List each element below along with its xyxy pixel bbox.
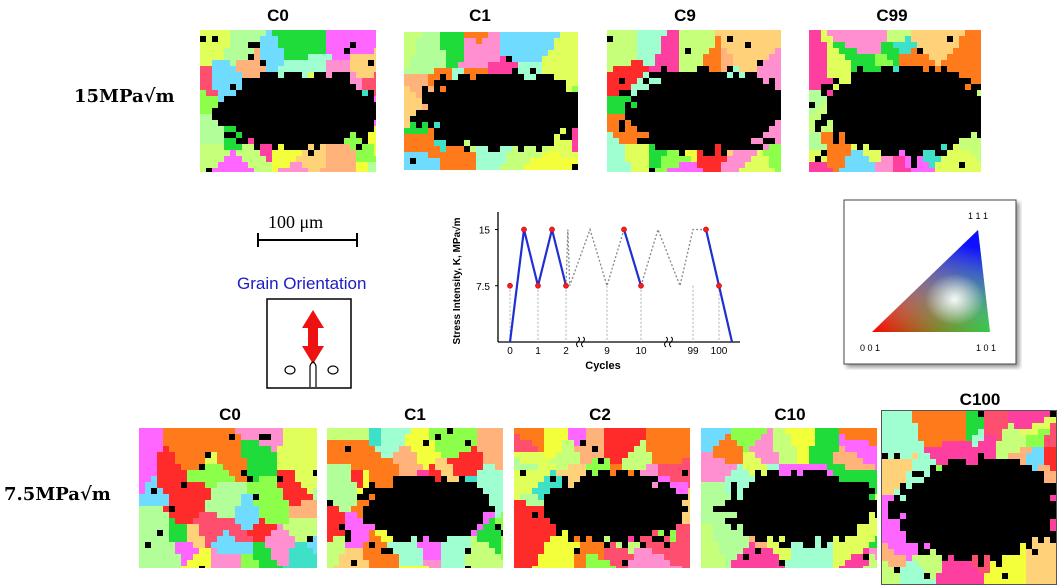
arrow-down-icon bbox=[302, 342, 324, 364]
break-mark bbox=[576, 336, 580, 348]
data-point bbox=[621, 226, 627, 233]
x-tick-label: 2 bbox=[563, 346, 569, 357]
bottom-panel-title-c0: C0 bbox=[219, 405, 241, 424]
top-panel-title-c1: C1 bbox=[469, 6, 491, 25]
bottom-row-label: 7.5MPa√m bbox=[4, 484, 111, 505]
y-tick-label: 15 bbox=[479, 226, 491, 237]
ipf-triangle-legend: 1 1 1 0 0 1 1 0 1 bbox=[843, 199, 1017, 365]
grain-map-top-c99 bbox=[809, 30, 981, 172]
specimen-schematic bbox=[266, 298, 352, 389]
data-point bbox=[521, 226, 527, 233]
scale-bar-label: 100 μm bbox=[268, 212, 324, 232]
ipf-label-111: 1 1 1 bbox=[968, 211, 988, 221]
grain-map-bottom-c100 bbox=[881, 410, 1057, 585]
grain-map-bottom-c10 bbox=[701, 428, 877, 568]
grain-map-bottom-c1 bbox=[327, 428, 503, 568]
top-panel-title-c99: C99 bbox=[876, 6, 908, 25]
grain-map-top-c1 bbox=[404, 32, 578, 170]
ipf-label-001: 0 0 1 bbox=[860, 343, 880, 353]
top-panel-title-c9: C9 bbox=[674, 6, 696, 25]
x-tick-label: 0 bbox=[507, 346, 513, 357]
bottom-panel-title-c2: C2 bbox=[589, 405, 611, 424]
x-tick-label: 99 bbox=[687, 346, 699, 357]
grain-map-top-c0 bbox=[200, 30, 376, 172]
x-tick-label: 1 bbox=[535, 346, 541, 357]
data-point bbox=[549, 226, 555, 233]
x-axis-label: Cycles bbox=[585, 360, 620, 372]
data-point bbox=[535, 282, 541, 289]
series-line-4 bbox=[640, 227, 706, 288]
data-point bbox=[638, 282, 644, 289]
series-line-3 bbox=[565, 227, 625, 288]
x-tick-label: 9 bbox=[604, 346, 610, 357]
break-mark bbox=[669, 336, 673, 348]
x-tick-label: 100 bbox=[711, 346, 728, 357]
grain-orientation-label: Grain Orientation bbox=[237, 274, 367, 293]
series-line-1 bbox=[622, 229, 643, 287]
x-tick-label: 10 bbox=[635, 346, 647, 357]
top-panel-title-c0: C0 bbox=[267, 6, 289, 25]
bottom-panel-title-c100: C100 bbox=[959, 390, 1001, 409]
data-point bbox=[507, 282, 513, 289]
arrow-up-icon bbox=[302, 310, 324, 342]
data-point bbox=[716, 282, 722, 289]
bottom-panel-title-c10: C10 bbox=[774, 405, 806, 424]
y-tick-label: 7.5 bbox=[476, 282, 490, 293]
grain-map-bottom-c2 bbox=[514, 428, 690, 568]
data-point bbox=[563, 282, 569, 289]
break-mark bbox=[581, 336, 585, 348]
grain-map-top-c9 bbox=[607, 30, 781, 172]
top-row-label: 15MPa√m bbox=[74, 86, 175, 107]
bottom-panel-title-c1: C1 bbox=[404, 405, 426, 424]
stress-intensity-chart: 15 7.5 0 1 2 9 10 99 100 Cycles Stress Intensity, … bbox=[452, 212, 740, 372]
y-axis-label: Stress Intensity, K, MPa√m bbox=[452, 217, 463, 344]
scale-bar bbox=[257, 233, 358, 247]
data-point bbox=[703, 226, 709, 233]
grain-map-bottom-c0 bbox=[139, 428, 317, 568]
ipf-label-101: 1 0 1 bbox=[976, 343, 996, 353]
break-mark bbox=[664, 336, 668, 348]
